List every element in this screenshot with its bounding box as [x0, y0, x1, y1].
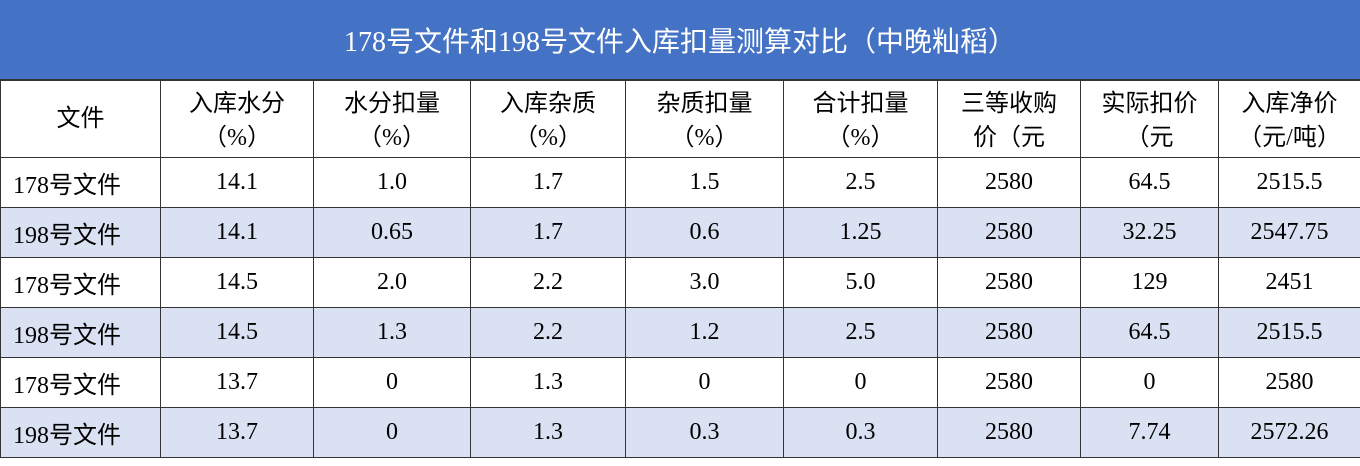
data-cell: 0.3: [625, 407, 784, 458]
data-cell: 0: [313, 357, 471, 408]
data-cell: 2580: [937, 357, 1081, 408]
header-cell: 水分扣量 （%）: [313, 80, 471, 158]
row-label: 178号文件: [0, 157, 161, 208]
data-cell: 2580: [937, 257, 1081, 308]
data-cell: 7.74: [1080, 407, 1219, 458]
row-label: 198号文件: [0, 407, 161, 458]
header-cell: 三等收购 价（元: [937, 80, 1081, 158]
data-cell: 1.25: [783, 207, 938, 258]
data-cell: 2572.26: [1218, 407, 1360, 458]
data-cell: 1.7: [470, 157, 626, 208]
data-cell: 14.1: [160, 207, 314, 258]
header-cell: 杂质扣量 （%）: [625, 80, 784, 158]
data-cell: 2580: [937, 157, 1081, 208]
header-cell: 入库杂质 （%）: [470, 80, 626, 158]
header-cell: 入库水分 （%）: [160, 80, 314, 158]
data-cell: 0: [313, 407, 471, 458]
data-cell: 2580: [937, 307, 1081, 358]
data-cell: 2580: [1218, 357, 1360, 408]
data-cell: 64.5: [1080, 157, 1219, 208]
data-cell: 0: [783, 357, 938, 408]
data-cell: 32.25: [1080, 207, 1219, 258]
header-cell: 实际扣价 （元: [1080, 80, 1219, 158]
data-cell: 0: [1080, 357, 1219, 408]
header-cell: 合计扣量 （%）: [783, 80, 938, 158]
data-cell: 14.1: [160, 157, 314, 208]
data-cell: 2515.5: [1218, 307, 1360, 358]
data-cell: 3.0: [625, 257, 784, 308]
data-cell: 0.6: [625, 207, 784, 258]
data-cell: 1.7: [470, 207, 626, 258]
row-label: 178号文件: [0, 257, 161, 308]
header-cell: 入库净价 （元/吨）: [1218, 80, 1360, 158]
header-cell: 文件: [0, 80, 161, 158]
data-cell: 2.5: [783, 307, 938, 358]
data-cell: 0.3: [783, 407, 938, 458]
data-cell: 129: [1080, 257, 1219, 308]
data-cell: 2.2: [470, 307, 626, 358]
data-cell: 2.5: [783, 157, 938, 208]
header-row: 文件 入库水分 （%） 水分扣量 （%） 入库杂质 （%） 杂质扣量 （%） 合计扣量 （…: [0, 80, 1360, 158]
data-cell: 5.0: [783, 257, 938, 308]
data-cell: 2451: [1218, 257, 1360, 308]
comparison-table: 文件 入库水分 （%） 水分扣量 （%） 入库杂质 （%） 杂质扣量 （%） 合计扣量 （…: [0, 80, 1360, 458]
table-title: 178号文件和198号文件入库扣量测算对比（中晚籼稻）: [0, 0, 1360, 80]
data-cell: 14.5: [160, 257, 314, 308]
data-row: 178号文件 14.1 1.0 1.7 1.5 2.5 2580 64.5 2515.5: [0, 157, 1360, 208]
data-cell: 2580: [937, 207, 1081, 258]
data-cell: 1.3: [313, 307, 471, 358]
data-cell: 2547.75: [1218, 207, 1360, 258]
data-row: 178号文件 14.5 2.0 2.2 3.0 5.0 2580 129 2451: [0, 257, 1360, 308]
row-label: 198号文件: [0, 307, 161, 358]
data-cell: 2.0: [313, 257, 471, 308]
data-cell: 2515.5: [1218, 157, 1360, 208]
data-cell: 13.7: [160, 407, 314, 458]
data-row: 178号文件 13.7 0 1.3 0 0 2580 0 2580: [0, 357, 1360, 408]
row-label: 198号文件: [0, 207, 161, 258]
data-cell: 2.2: [470, 257, 626, 308]
data-cell: 1.2: [625, 307, 784, 358]
data-cell: 1.3: [470, 357, 626, 408]
data-cell: 0.65: [313, 207, 471, 258]
data-cell: 14.5: [160, 307, 314, 358]
data-cell: 1.0: [313, 157, 471, 208]
data-cell: 1.5: [625, 157, 784, 208]
data-cell: 64.5: [1080, 307, 1219, 358]
data-cell: 13.7: [160, 357, 314, 408]
data-cell: 0: [625, 357, 784, 408]
row-label: 178号文件: [0, 357, 161, 408]
data-cell: 2580: [937, 407, 1081, 458]
data-row: 198号文件 13.7 0 1.3 0.3 0.3 2580 7.74 2572.26: [0, 407, 1360, 458]
data-cell: 1.3: [470, 407, 626, 458]
data-row: 198号文件 14.1 0.65 1.7 0.6 1.25 2580 32.25 2547.75: [0, 207, 1360, 258]
data-row: 198号文件 14.5 1.3 2.2 1.2 2.5 2580 64.5 2515.5: [0, 307, 1360, 358]
